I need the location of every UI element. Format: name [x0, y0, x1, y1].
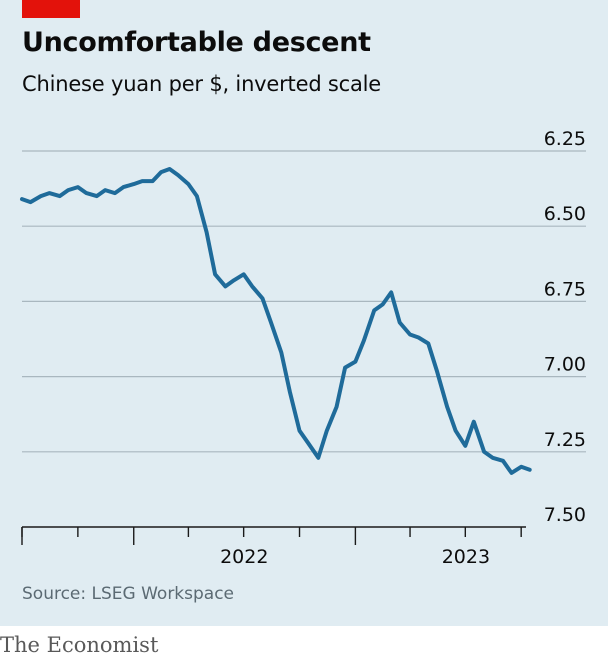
x-tick-label: 2022 [220, 546, 268, 568]
chart-title: Uncomfortable descent [22, 27, 371, 58]
x-axis-tick-labels: 2022 2023 [220, 546, 490, 568]
y-tick-label: 6.75 [544, 278, 586, 300]
gridlines [22, 150, 586, 453]
y-tick-label: 6.50 [544, 203, 586, 225]
y-tick-label: 7.25 [544, 429, 586, 451]
line-chart: 6.25 6.50 6.75 7.00 7.25 7.50 2022 2023 [20, 128, 586, 568]
chart-card [0, 0, 608, 626]
x-axis [21, 526, 526, 545]
x-tick-label: 2023 [442, 546, 490, 568]
y-tick-label: 7.00 [544, 354, 586, 376]
series-line-0 [20, 167, 532, 475]
series-layer [20, 167, 532, 475]
y-axis-tick-labels: 6.25 6.50 6.75 7.00 7.25 7.50 [544, 128, 586, 526]
brand-tag [22, 0, 80, 18]
publisher-logo: The Economist [0, 633, 159, 657]
y-tick-label: 7.50 [544, 504, 586, 526]
chart-subtitle: Chinese yuan per $, inverted scale [22, 72, 382, 96]
y-tick-label: 6.25 [544, 128, 586, 150]
source-note: Source: LSEG Workspace [22, 584, 235, 604]
